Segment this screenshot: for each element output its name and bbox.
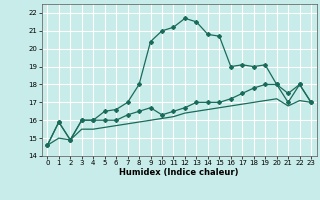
X-axis label: Humidex (Indice chaleur): Humidex (Indice chaleur): [119, 168, 239, 177]
